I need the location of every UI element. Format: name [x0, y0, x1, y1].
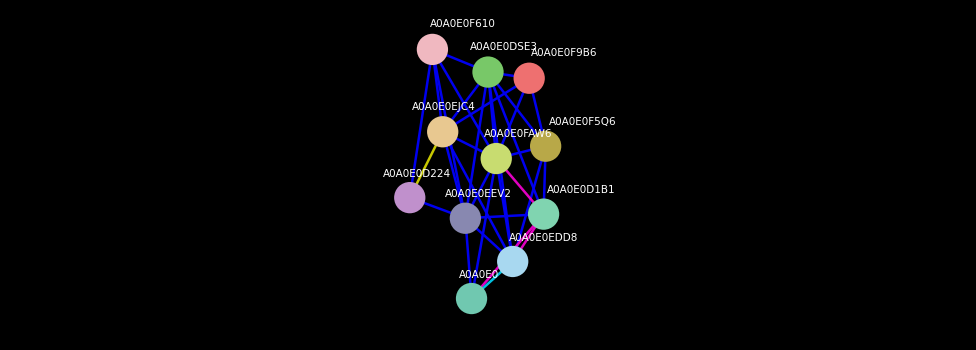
Text: A0A0E0FAW6: A0A0E0FAW6: [484, 129, 552, 139]
Text: A0A0E0F5Q6: A0A0E0F5Q6: [549, 117, 617, 127]
Circle shape: [456, 283, 487, 314]
Text: A0A0E0EJC4: A0A0E0EJC4: [412, 103, 475, 112]
Text: A0A0E0D1B1: A0A0E0D1B1: [547, 185, 616, 195]
Text: A0A0E0EEV2: A0A0E0EEV2: [445, 189, 511, 199]
Text: A0A0E0EDD8: A0A0E0EDD8: [508, 232, 578, 243]
Circle shape: [480, 143, 511, 174]
Circle shape: [417, 34, 448, 65]
Circle shape: [394, 182, 426, 213]
Circle shape: [427, 116, 459, 147]
Circle shape: [513, 63, 545, 94]
Text: A0A0E0F9B6: A0A0E0F9B6: [531, 48, 597, 58]
Circle shape: [528, 198, 559, 230]
Text: A0A0E0: A0A0E0: [459, 270, 500, 280]
Text: A0A0E0DSE3: A0A0E0DSE3: [469, 42, 538, 52]
Text: A0A0E0F610: A0A0E0F610: [430, 19, 496, 29]
Circle shape: [497, 246, 528, 277]
Circle shape: [530, 131, 561, 162]
Circle shape: [450, 203, 481, 234]
Text: A0A0E0D224: A0A0E0D224: [383, 169, 451, 179]
Circle shape: [472, 56, 504, 88]
